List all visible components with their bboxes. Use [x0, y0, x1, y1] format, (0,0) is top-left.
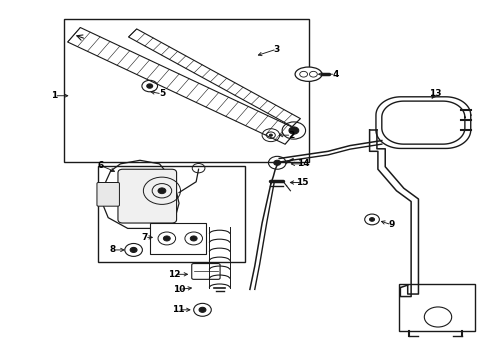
- Text: 7: 7: [142, 233, 148, 242]
- Text: 12: 12: [168, 270, 180, 279]
- Ellipse shape: [295, 67, 322, 81]
- Text: 15: 15: [296, 178, 308, 187]
- Circle shape: [369, 218, 374, 221]
- Text: 4: 4: [332, 70, 339, 79]
- Polygon shape: [68, 27, 298, 144]
- Circle shape: [130, 247, 137, 252]
- Bar: [98, 166, 245, 262]
- Bar: [399, 284, 475, 330]
- FancyBboxPatch shape: [192, 264, 220, 279]
- Text: 6: 6: [98, 161, 104, 170]
- Text: 10: 10: [173, 285, 185, 294]
- Text: 8: 8: [110, 246, 116, 255]
- FancyBboxPatch shape: [97, 183, 120, 206]
- Polygon shape: [128, 29, 300, 127]
- Circle shape: [158, 188, 166, 194]
- Circle shape: [270, 134, 272, 136]
- Text: 9: 9: [389, 220, 395, 229]
- Text: 14: 14: [297, 159, 310, 168]
- Bar: [150, 223, 206, 253]
- FancyBboxPatch shape: [118, 169, 176, 223]
- Circle shape: [199, 307, 206, 312]
- Text: 2: 2: [288, 131, 294, 140]
- Text: 13: 13: [429, 89, 442, 98]
- Bar: [64, 19, 309, 162]
- Text: 3: 3: [273, 45, 280, 54]
- Circle shape: [274, 160, 281, 165]
- Circle shape: [147, 84, 153, 88]
- Text: 1: 1: [51, 91, 57, 100]
- Text: 5: 5: [159, 89, 165, 98]
- Circle shape: [163, 236, 170, 241]
- Text: 11: 11: [172, 305, 184, 314]
- Circle shape: [289, 127, 299, 134]
- Circle shape: [190, 236, 197, 241]
